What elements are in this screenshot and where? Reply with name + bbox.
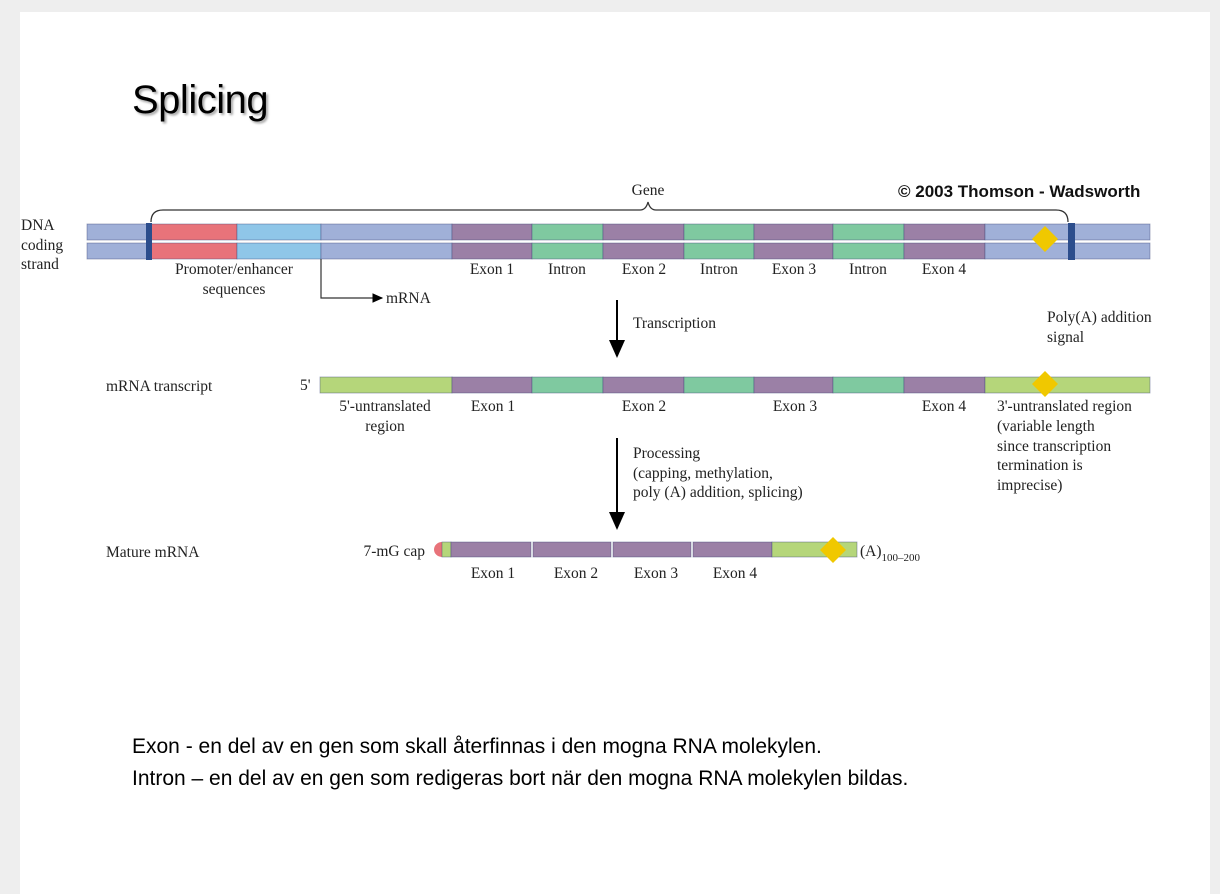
utr3-label: since transcription [997, 438, 1111, 455]
exon-label: Exon 4 [713, 565, 758, 582]
exon-segment [602, 242, 685, 260]
dna-segment-label: Exon 2 [622, 261, 666, 278]
flank-segment [320, 242, 453, 260]
intron-segment [531, 223, 604, 241]
exon-segment [753, 223, 834, 241]
gene-label: Gene [632, 182, 665, 199]
exon-segment [451, 242, 533, 260]
polya-signal-icon [820, 537, 846, 563]
exon-label: Exon 3 [634, 565, 679, 582]
exon-segment [903, 242, 986, 260]
exon-segment [903, 376, 986, 394]
mature-label: Mature mRNA [106, 544, 200, 561]
polya-tail: (A)100–200 [860, 543, 921, 564]
step-processing: poly (A) addition, splicing) [633, 484, 803, 501]
dna-label: strand [21, 256, 59, 273]
dna-strand [86, 223, 1151, 260]
flank-segment [86, 242, 148, 260]
dna-segment-label: Intron [548, 261, 586, 278]
step-processing: Processing [633, 445, 700, 462]
enhancer-segment [236, 223, 322, 241]
promoter-segment [150, 242, 238, 260]
utr3-label: termination is [997, 457, 1083, 474]
slide-title: Splicing [132, 78, 269, 122]
exon-segment [450, 541, 532, 558]
dna-segment-label: Exon 1 [470, 261, 514, 278]
enhancer-segment [236, 242, 322, 260]
intron-segment [832, 223, 905, 241]
utr3-label: 3'-untranslated region [997, 398, 1132, 415]
utr-segment [984, 376, 1151, 394]
exon-segment [532, 541, 612, 558]
exon-segment [602, 223, 685, 241]
promoter-segment [150, 223, 238, 241]
exon-segment [753, 242, 834, 260]
utr3-label: (variable length [997, 418, 1095, 435]
marker-segment [1068, 223, 1075, 260]
transcript-label: mRNA transcript [106, 378, 213, 395]
exon-segment [612, 541, 692, 558]
dna-segment-label: Exon 3 [772, 261, 817, 278]
dna-segment-label: Exon 4 [922, 261, 967, 278]
utr3-label: imprecise) [997, 477, 1062, 494]
exon-label: Exon 1 [471, 398, 515, 415]
slide [20, 12, 1210, 894]
promoter-label: Promoter/enhancer [175, 261, 294, 278]
mrna-transcript [319, 371, 1151, 397]
copyright: © 2003 Thomson - Wadsworth [898, 182, 1141, 201]
mrna-start-label: mRNA [386, 290, 432, 307]
flank-segment [320, 223, 453, 241]
utr5-label: 5'-untranslated [339, 398, 431, 415]
transcription-start-arrow [320, 259, 384, 303]
five-prime-label: 5' [300, 377, 311, 394]
dna-label: DNA [21, 217, 55, 234]
gene-brace [150, 201, 1069, 223]
intron-segment [683, 242, 755, 260]
exon-segment [451, 223, 533, 241]
exon-segment [692, 541, 773, 558]
exon-segment [602, 376, 685, 394]
promoter-label: sequences [203, 281, 266, 298]
exon-segment [903, 223, 986, 241]
exon-label: Exon 1 [471, 565, 515, 582]
dna-segment-label: Intron [700, 261, 738, 278]
utr5-label: region [365, 418, 405, 435]
intron-definition: Intron – en del av en gen som redigeras … [132, 767, 909, 790]
intron-segment [531, 242, 604, 260]
intron-segment [531, 376, 604, 394]
utr-segment [319, 376, 453, 394]
polya-signal-label: signal [1047, 329, 1084, 346]
intron-segment [832, 376, 905, 394]
utr-segment [441, 541, 452, 558]
cap-icon [434, 542, 442, 557]
step-transcription: Transcription [633, 315, 716, 332]
flank-segment [984, 223, 1151, 241]
flank-segment [86, 223, 148, 241]
mature-mrna [434, 537, 858, 563]
exon-label: Exon 2 [554, 565, 598, 582]
intron-segment [683, 376, 755, 394]
intron-segment [832, 242, 905, 260]
exon-label: Exon 2 [622, 398, 666, 415]
step-processing: (capping, methylation, [633, 465, 773, 482]
dna-segment-label: Intron [849, 261, 887, 278]
polya-signal-icon [1032, 371, 1058, 397]
exon-label: Exon 4 [922, 398, 967, 415]
marker-segment [146, 223, 152, 260]
exon-segment [451, 376, 533, 394]
exon-label: Exon 3 [773, 398, 818, 415]
cap-label: 7-mG cap [363, 543, 425, 560]
exon-segment [753, 376, 834, 394]
polya-signal-icon [1032, 226, 1058, 252]
polya-signal-label: Poly(A) addition [1047, 309, 1152, 326]
intron-segment [683, 223, 755, 241]
flank-segment [984, 242, 1151, 260]
dna-label: coding [21, 237, 63, 254]
exon-definition: Exon - en del av en gen som skall återfi… [132, 735, 822, 758]
